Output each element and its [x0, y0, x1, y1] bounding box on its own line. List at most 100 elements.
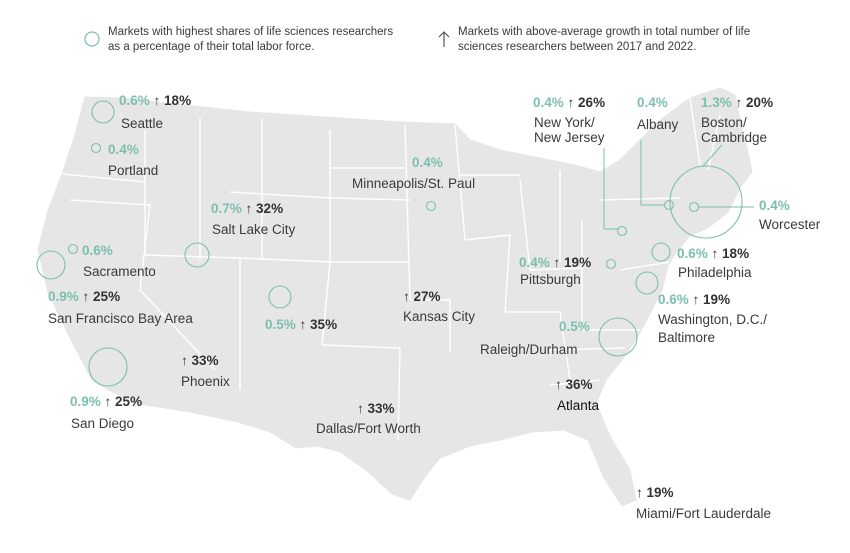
miami-growth: ↑ 19%	[636, 485, 674, 500]
denver-share: 0.5%	[265, 317, 296, 332]
philadelphia-stats: 0.6% ↑ 18%	[677, 246, 749, 262]
kansas-stats: ↑ 27%	[403, 289, 441, 305]
atlanta-growth: ↑ 36%	[555, 377, 593, 392]
ny-leader-line	[603, 148, 618, 230]
portland-name: Portland	[108, 163, 159, 178]
legend-circle-text: Markets with highest shares of life scie…	[108, 26, 394, 53]
seattle-stats: 0.6% ↑ 18%	[119, 93, 191, 109]
sacramento-stats: 0.6%	[82, 243, 113, 259]
sacramento-circle	[67, 243, 79, 255]
philadelphia-growth: ↑ 18%	[711, 246, 750, 261]
saltlake-circle	[184, 242, 210, 268]
boston-stats: 1.3% ↑ 20%	[701, 95, 773, 111]
boston-name-line1: Boston/	[701, 115, 747, 130]
legend-arrow-text: Markets with above-average growth in tot…	[458, 26, 751, 53]
sacramento-name: Sacramento	[83, 264, 156, 279]
philadelphia-circle	[651, 242, 671, 262]
sandiego-stats: 0.9% ↑ 25%	[70, 394, 142, 410]
sf-name: San Francisco Bay Area	[48, 311, 193, 326]
miami-stats: ↑ 19%	[636, 485, 674, 501]
washington-stats: 0.6% ↑ 19%	[658, 292, 730, 308]
kansas-growth: ↑ 27%	[403, 289, 441, 304]
miami-name: Miami/Fort Lauderdale	[636, 506, 772, 521]
denver-growth: ↑ 35%	[299, 317, 338, 332]
minneapolis-circle	[425, 200, 437, 212]
ny-name-line2: New Jersey	[534, 130, 605, 145]
kansas-name: Kansas City	[403, 309, 476, 324]
pittsburgh-name: Pittsburgh	[520, 272, 581, 287]
ny-circle	[616, 225, 628, 237]
saltlake-name: Salt Lake City	[212, 222, 296, 237]
boston-name-line2: Cambridge	[701, 130, 768, 145]
denver-circle	[268, 285, 292, 309]
legend-circle-icon	[84, 31, 100, 47]
denver-stats: 0.5% ↑ 35%	[265, 317, 337, 333]
worcester-circle	[688, 201, 700, 213]
dallas-stats: ↑ 33%	[357, 401, 395, 417]
portland-share: 0.4%	[108, 142, 139, 157]
albany-share: 0.4%	[637, 95, 668, 110]
sf-circle	[36, 250, 66, 280]
saltlake-growth: ↑ 32%	[245, 201, 284, 216]
ny-share: 0.4%	[533, 95, 564, 110]
washington-growth: ↑ 19%	[692, 292, 731, 307]
albany-leader-line	[640, 140, 664, 206]
sandiego-circle	[88, 347, 128, 387]
washington-name-line1: Washington, D.C./	[658, 312, 768, 327]
washington-share: 0.6%	[658, 292, 689, 307]
sf-growth: ↑ 25%	[82, 289, 121, 304]
boston-share: 1.3%	[701, 95, 732, 110]
boston-circle	[669, 165, 743, 239]
pittsburgh-circle	[605, 258, 617, 270]
sandiego-name: San Diego	[71, 416, 135, 431]
philadelphia-name: Philadelphia	[678, 265, 752, 280]
raleigh-share: 0.5%	[559, 319, 590, 334]
worcester-stats: 0.4%	[759, 198, 790, 214]
dallas-growth: ↑ 33%	[357, 401, 395, 416]
saltlake-stats: 0.7% ↑ 32%	[211, 201, 283, 217]
us-outline	[37, 87, 753, 507]
dallas-name: Dallas/Fort Worth	[316, 421, 421, 436]
seattle-circle	[91, 100, 115, 124]
portland-stats: 0.4%	[108, 142, 139, 158]
seattle-growth: ↑ 18%	[153, 93, 192, 108]
seattle-share: 0.6%	[119, 93, 150, 108]
sf-share: 0.9%	[48, 289, 79, 304]
boston-leader-line	[702, 144, 723, 167]
raleigh-name: Raleigh/Durham	[480, 342, 578, 357]
washington-name-line2: Baltimore	[658, 330, 716, 345]
albany-name: Albany	[637, 117, 679, 132]
worcester-share: 0.4%	[759, 198, 790, 213]
pittsburgh-share: 0.4%	[519, 255, 550, 270]
phoenix-name: Phoenix	[181, 374, 230, 389]
ny-growth: ↑ 26%	[567, 95, 606, 110]
phoenix-stats: ↑ 33%	[181, 353, 219, 369]
worcester-name: Worcester	[759, 217, 821, 232]
pittsburgh-stats: 0.4% ↑ 19%	[519, 255, 591, 271]
minneapolis-name: Minneapolis/St. Paul	[352, 176, 476, 191]
sandiego-share: 0.9%	[70, 394, 101, 409]
boston-growth: ↑ 20%	[735, 95, 774, 110]
state-lines	[61, 97, 721, 441]
portland-circle	[90, 142, 102, 154]
minneapolis-share: 0.4%	[412, 155, 443, 170]
albany-stats: 0.4%	[637, 95, 668, 111]
raleigh-circle	[598, 317, 638, 357]
saltlake-share: 0.7%	[211, 201, 242, 216]
washington-circle	[635, 271, 659, 295]
sandiego-growth: ↑ 25%	[104, 394, 143, 409]
albany-circle	[663, 199, 675, 211]
legend-arrow-icon	[438, 31, 450, 47]
phoenix-growth: ↑ 33%	[181, 353, 219, 368]
philadelphia-share: 0.6%	[677, 246, 708, 261]
atlanta-stats: ↑ 36%	[555, 377, 593, 393]
minneapolis-stats: 0.4%	[412, 155, 443, 171]
seattle-name: Seattle	[121, 116, 164, 131]
ny-stats: 0.4% ↑ 26%	[533, 95, 605, 111]
sf-stats: 0.9% ↑ 25%	[48, 289, 120, 305]
raleigh-stats: 0.5%	[559, 319, 590, 335]
ny-name-line1: New York/	[534, 115, 595, 130]
atlanta-name: Atlanta	[557, 398, 600, 413]
